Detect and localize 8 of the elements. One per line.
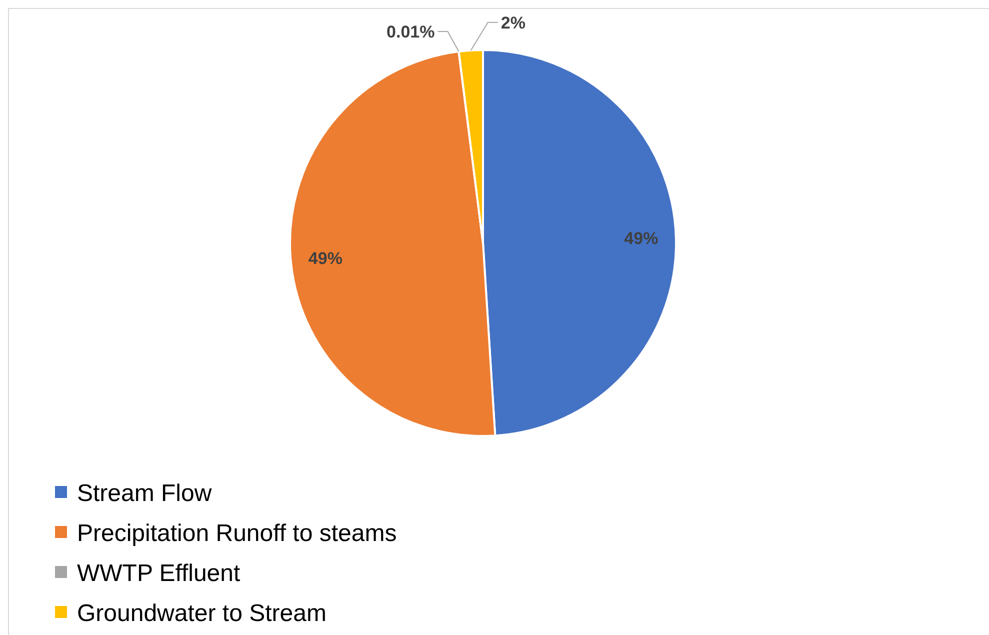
data-label: 49% xyxy=(308,248,342,268)
data-label: 2% xyxy=(500,13,526,32)
legend-label: WWTP Effluent xyxy=(77,560,240,587)
data-label: 49% xyxy=(624,229,658,248)
legend-label: Precipitation Runoff to steams xyxy=(77,520,397,547)
data-label: 0.01% xyxy=(386,22,435,42)
legend-label: Stream Flow xyxy=(77,480,212,507)
legend-label: Groundwater to Stream xyxy=(77,600,326,627)
